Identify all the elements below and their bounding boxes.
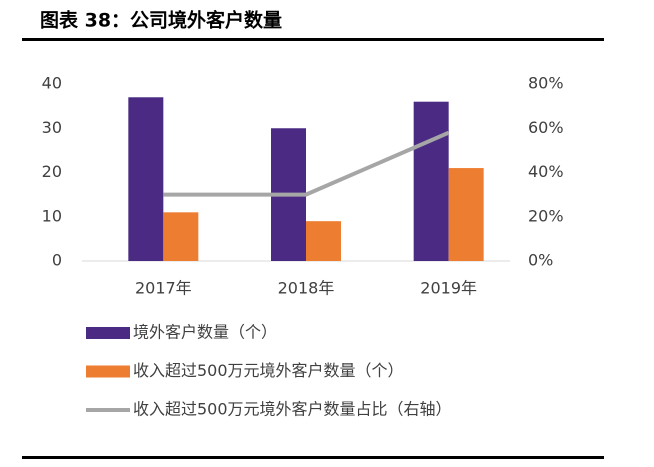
bar xyxy=(128,97,164,262)
y-tick-label: 40 xyxy=(42,74,62,93)
bar xyxy=(306,221,341,261)
legend-swatch xyxy=(86,327,130,339)
x-tick-label: 2019年 xyxy=(420,279,477,298)
line-series xyxy=(163,130,450,197)
x-tick-label: 2018年 xyxy=(278,279,335,298)
legend-swatch xyxy=(86,365,130,378)
chart-title: 图表 38：公司境外客户数量 xyxy=(40,9,282,32)
y-tick-label: 10 xyxy=(42,206,62,225)
y2-tick-label: 80% xyxy=(528,74,564,93)
bar xyxy=(413,101,449,261)
y-tick-label: 0 xyxy=(52,251,62,270)
title-rule xyxy=(22,38,604,41)
y2-tick-label: 60% xyxy=(528,118,564,137)
legend-label: 境外客户数量（个） xyxy=(133,323,277,342)
bar xyxy=(163,212,199,261)
legend-label: 收入超过500万元境外客户数量占比（右轴） xyxy=(133,400,452,419)
legend-label: 收入超过500万元境外客户数量（个） xyxy=(133,361,404,380)
bar xyxy=(448,168,484,261)
y-tick-label: 20 xyxy=(42,162,62,181)
y-tick-label: 30 xyxy=(42,118,62,137)
bottom-rule xyxy=(22,456,604,459)
y2-tick-label: 0% xyxy=(528,251,553,270)
x-tick-label: 2017年 xyxy=(135,279,192,298)
y2-tick-label: 20% xyxy=(528,206,564,225)
y2-tick-label: 40% xyxy=(528,162,564,181)
